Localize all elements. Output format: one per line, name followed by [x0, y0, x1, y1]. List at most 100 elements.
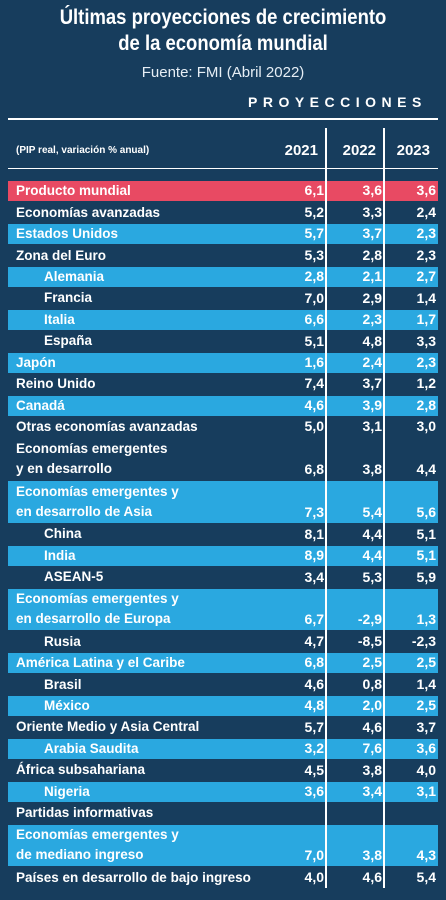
table-row: Arabia Saudita 3,2 7,6 3,6 — [8, 738, 438, 761]
value-cell: 6,8 — [304, 461, 324, 478]
value-cell: 1,2 — [416, 375, 436, 392]
row-label-line: Países en desarrollo de bajo ingreso — [16, 869, 251, 885]
value-cell: 3,3 — [416, 332, 436, 349]
table-row: Zona del Euro 5,3 2,8 2,3 — [8, 245, 438, 267]
table-row: Países en desarrollo de bajo ingreso 4,0 4… — [8, 867, 438, 889]
value-cell: 6,6 — [304, 311, 324, 328]
row-label: Economías emergentes y de mediano ingreso — [8, 825, 438, 867]
value-cell: 0,8 — [362, 675, 382, 692]
row-label: India — [8, 546, 438, 566]
value-cell: 2,5 — [416, 697, 436, 714]
row-label-line: Brasil — [44, 676, 82, 692]
value-cell: 4,8 — [304, 697, 324, 714]
value-cell: 3,6 — [362, 182, 382, 199]
value-cell: 2,8 — [362, 246, 382, 263]
divider — [8, 168, 438, 169]
value-cell: 2,3 — [362, 311, 382, 328]
value-cell: 7,6 — [362, 740, 382, 757]
row-label-line: Francia — [44, 290, 93, 306]
column-divider — [383, 128, 385, 888]
table-row: Economías emergentes y en desarrollo de E… — [8, 588, 438, 632]
row-label: Zona del Euro — [8, 245, 438, 265]
value-cell: 5,4 — [362, 504, 382, 521]
row-label: ASEAN-5 — [8, 567, 438, 587]
table-row: Producto mundial 6,1 3,6 3,6 — [8, 181, 438, 203]
value-cell: 7,3 — [304, 504, 324, 521]
row-label-line: India — [44, 547, 76, 563]
row-label-line: Oriente Medio y Asia Central — [16, 719, 200, 735]
value-cell: 7,0 — [304, 289, 324, 306]
table-row: Rusia 4,7 -8,5 -2,3 — [8, 631, 438, 653]
value-cell: 4,6 — [304, 675, 324, 692]
row-label: Canadá — [8, 396, 438, 416]
value-cell: 5,7 — [304, 225, 324, 242]
row-label-line: en desarrollo de Europa — [16, 611, 171, 627]
table-row: Otras economías avanzadas 5,0 3,1 3,0 — [8, 416, 438, 439]
row-label-line: México — [44, 698, 90, 714]
row-label-line: Estados Unidos — [16, 226, 119, 242]
row-label-line: Reino Unido — [16, 376, 96, 392]
row-label-line: Nigeria — [44, 783, 90, 799]
value-cell: -2,3 — [411, 632, 436, 649]
row-label: Oriente Medio y Asia Central — [8, 717, 438, 737]
table-row: Japón 1,6 2,4 2,3 — [8, 352, 438, 375]
row-label: África subsahariana — [8, 760, 438, 780]
value-cell: 1,4 — [416, 289, 436, 306]
value-cell: 5,3 — [304, 246, 324, 263]
row-label: España — [8, 331, 438, 351]
value-cell: 3,6 — [416, 740, 436, 757]
table-row: Brasil 4,6 0,8 1,4 — [8, 674, 438, 696]
value-cell: 5,7 — [304, 718, 324, 735]
value-cell: 1,4 — [416, 675, 436, 692]
table-row: China 8,1 4,4 5,1 — [8, 524, 438, 546]
value-cell: 1,6 — [304, 354, 324, 371]
value-cell: 8,1 — [304, 525, 324, 542]
value-cell: 2,0 — [362, 697, 382, 714]
table-row: Economías emergentes y en desarrollo 6,8 3,… — [8, 438, 438, 482]
value-cell: 5,1 — [304, 332, 324, 349]
row-label: Brasil — [8, 674, 438, 694]
row-label-line: Economías emergentes — [16, 441, 168, 457]
value-cell: 2,3 — [416, 225, 436, 242]
value-cell: 3,8 — [362, 847, 382, 864]
value-cell: 7,4 — [304, 375, 324, 392]
row-label-line: Partidas informativas — [16, 805, 154, 821]
value-cell: 4,5 — [304, 761, 324, 778]
value-cell: 4,8 — [362, 332, 382, 349]
value-cell: 2,4 — [416, 203, 436, 220]
value-cell: 5,9 — [416, 568, 436, 585]
value-cell: 5,3 — [362, 568, 382, 585]
value-cell: 2,5 — [416, 654, 436, 671]
value-cell: 8,9 — [304, 547, 324, 564]
row-label: Economías emergentes y en desarrollo de A… — [8, 481, 438, 523]
value-cell: 4,6 — [362, 868, 382, 885]
row-label-line: Economías emergentes y — [16, 591, 179, 607]
value-cell: 3,2 — [304, 740, 324, 757]
value-cell: -2,9 — [357, 611, 382, 628]
value-cell: 6,7 — [304, 611, 324, 628]
value-cell: 4,7 — [304, 632, 324, 649]
table-row: Nigeria 3,6 3,4 3,1 — [8, 781, 438, 804]
row-label-line: Zona del Euro — [16, 247, 107, 263]
row-label-line: en desarrollo de Asia — [16, 504, 153, 520]
row-label: Partidas informativas — [8, 803, 438, 823]
row-label: Producto mundial — [8, 181, 438, 201]
row-label-line: Canadá — [16, 397, 65, 413]
value-cell: 3,6 — [416, 182, 436, 199]
row-label: América Latina y el Caribe — [8, 653, 438, 673]
table-row: India 8,9 4,4 5,1 — [8, 545, 438, 568]
value-cell: 3,7 — [362, 225, 382, 242]
row-label: Alemania — [8, 267, 438, 287]
value-cell: 3,7 — [416, 718, 436, 735]
value-cell: 4,4 — [362, 547, 382, 564]
value-cell: 4,3 — [416, 847, 436, 864]
value-cell: 4,6 — [304, 396, 324, 413]
value-cell: 3,4 — [304, 568, 324, 585]
row-label-line: Rusia — [44, 633, 81, 649]
value-cell: 2,8 — [304, 268, 324, 285]
table-row: Canadá 4,6 3,9 2,8 — [8, 395, 438, 417]
row-label-line: Producto mundial — [16, 183, 131, 199]
value-cell: 3,4 — [362, 783, 382, 800]
row-label: Italia — [8, 310, 438, 330]
